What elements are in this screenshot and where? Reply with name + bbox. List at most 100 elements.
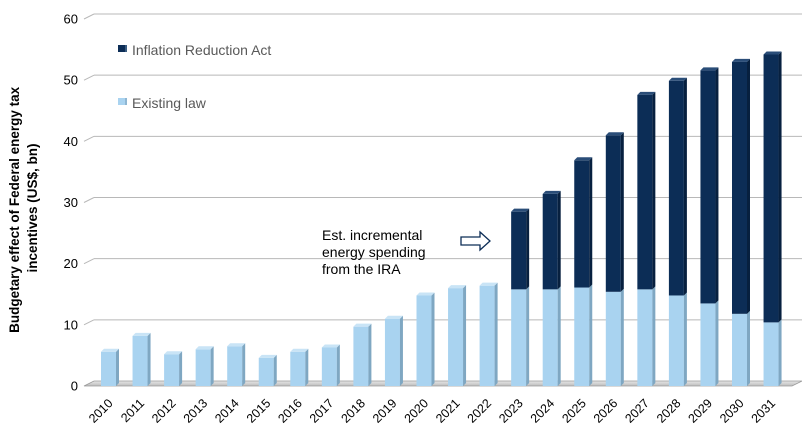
- bar-side: [778, 319, 782, 386]
- bar-top: [227, 343, 246, 347]
- annotation-line-1: Est. incremental: [322, 227, 422, 243]
- plot-floor: [83, 380, 802, 387]
- bar-existing-law: [258, 357, 274, 386]
- bar-top: [732, 58, 750, 62]
- bar-side: [116, 348, 119, 386]
- bar-top: [479, 282, 498, 286]
- bar-side: [305, 348, 309, 386]
- legend-item-ira: Inflation Reduction Act: [118, 42, 271, 58]
- bar-group: [700, 67, 719, 386]
- bar-top: [542, 190, 561, 194]
- annotation-line-2: energy spending: [322, 244, 426, 260]
- bar-existing-law: [763, 322, 779, 386]
- bar-group: [732, 58, 750, 386]
- bar-top: [195, 346, 214, 350]
- bar-top: [763, 51, 782, 55]
- bar-side: [589, 157, 593, 288]
- x-tick-label: 2026: [591, 396, 621, 426]
- y-axis-ticks: 0 10 20 30 40 50 60: [64, 12, 78, 394]
- legend-swatch-existing: [118, 98, 125, 105]
- annotation-text: Est. incremental energy spending from th…: [322, 227, 429, 277]
- bar-side: [683, 292, 687, 386]
- bar-side: [652, 286, 656, 386]
- bar-existing-law: [101, 351, 116, 386]
- bar-side: [463, 285, 467, 386]
- x-tick-label: 2027: [622, 396, 652, 426]
- bar-top: [668, 77, 687, 81]
- bar-side: [620, 288, 624, 386]
- annotation: Est. incremental energy spending from th…: [322, 227, 491, 277]
- bar-group: [605, 132, 624, 386]
- bar-side: [715, 67, 719, 304]
- y-axis-label-line-1: Budgetary effect of Federal energy tax: [7, 86, 22, 333]
- bars: [101, 51, 782, 386]
- bar-top: [290, 348, 309, 352]
- bar-side: [747, 310, 750, 386]
- x-tick-label: 2024: [528, 396, 558, 426]
- x-tick-label: 2031: [749, 396, 779, 426]
- bar-top: [511, 208, 530, 212]
- bar-ira: [637, 94, 653, 290]
- bar-group: [574, 157, 593, 386]
- bar-existing-law: [164, 354, 180, 386]
- bar-ira: [605, 135, 621, 292]
- bar-existing-law: [290, 351, 306, 386]
- bar-group: [321, 344, 340, 386]
- bar-top: [605, 132, 624, 136]
- gridlines: [83, 13, 802, 326]
- bar-top: [637, 91, 656, 95]
- bar-side: [526, 208, 530, 290]
- bar-side: [147, 332, 151, 386]
- x-tick-label: 2023: [496, 396, 526, 426]
- bar-side: [557, 190, 561, 290]
- bar-group: [479, 282, 498, 386]
- bar-side: [620, 132, 624, 292]
- bar-group: [164, 351, 183, 386]
- bar-group: [668, 77, 687, 386]
- bar-group: [290, 348, 309, 386]
- bar-group: [353, 323, 372, 386]
- annotation-line-3: from the IRA: [322, 261, 401, 277]
- bar-ira: [700, 70, 716, 304]
- x-tick-label: 2029: [686, 396, 716, 426]
- bar-group: [448, 285, 467, 386]
- bar-existing-law: [227, 346, 243, 386]
- bar-top: [321, 344, 340, 348]
- bar-group: [101, 348, 119, 386]
- x-tick-label: 2020: [402, 396, 432, 426]
- x-tick-label: 2018: [338, 396, 368, 426]
- bar-group: [416, 292, 435, 386]
- gridline-side: [83, 74, 95, 81]
- right-arrow-outline-icon: [460, 230, 491, 252]
- gridline-side: [83, 135, 95, 142]
- bar-side: [589, 284, 593, 386]
- bar-top: [258, 354, 277, 358]
- bar-top: [353, 323, 372, 327]
- bar-existing-law: [668, 295, 684, 386]
- y-tick-label: 10: [64, 317, 78, 332]
- bar-ira: [542, 193, 558, 290]
- legend-swatch-ira: [118, 45, 125, 52]
- bar-side: [273, 354, 277, 386]
- bar-top: [164, 351, 183, 355]
- bar-ira: [732, 61, 747, 314]
- gridline-side: [83, 197, 95, 203]
- x-axis-ticks: 2010 2011 2012 2013 2014 2015 2016 2017 2018 2019…: [86, 396, 778, 426]
- bar-top: [101, 348, 119, 352]
- y-tick-label: 50: [64, 73, 78, 88]
- bar-side: [715, 300, 719, 386]
- bar-side: [210, 346, 214, 386]
- y-tick-label: 0: [71, 379, 78, 394]
- bar-group: [542, 190, 561, 386]
- bar-top: [574, 157, 593, 161]
- bar-top: [132, 332, 151, 336]
- bar-side: [368, 323, 372, 386]
- bar-side: [336, 344, 340, 386]
- bar-side: [557, 286, 561, 386]
- x-tick-label: 2017: [307, 396, 337, 426]
- legend-item-existing: Existing law: [118, 95, 207, 111]
- y-axis-label: Budgetary effect of Federal energy tax i…: [7, 83, 40, 333]
- bar-existing-law: [448, 288, 464, 386]
- x-tick-label: 2015: [244, 396, 274, 426]
